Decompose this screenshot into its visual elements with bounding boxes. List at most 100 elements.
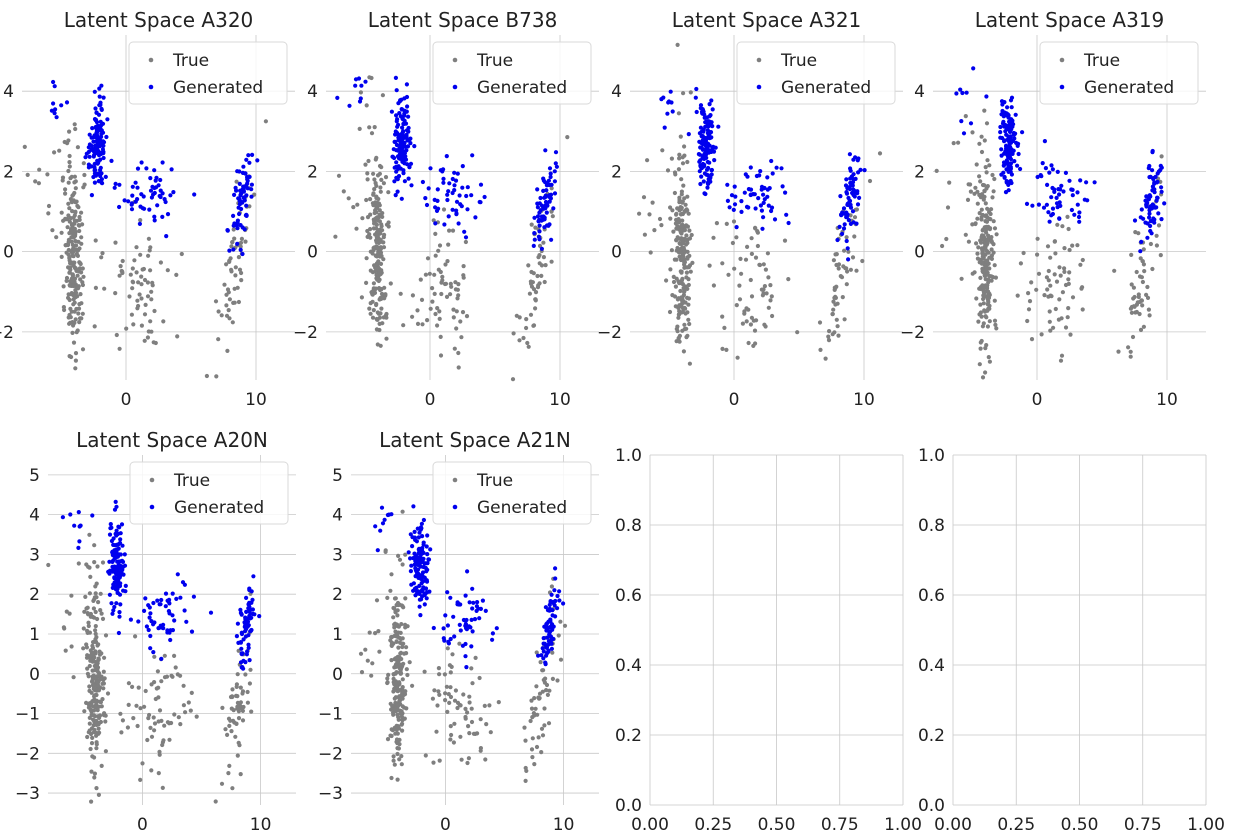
- legend-label: True: [172, 51, 209, 71]
- y-tick-label: 1.0: [918, 446, 945, 466]
- true-point: [1141, 262, 1146, 267]
- generated-point: [1009, 105, 1014, 110]
- true-point: [1027, 299, 1033, 304]
- generated-point: [1072, 212, 1077, 217]
- true-point: [93, 637, 98, 642]
- generated-point: [97, 86, 102, 91]
- true-point: [135, 298, 140, 303]
- true-point: [473, 655, 478, 661]
- true-point: [79, 235, 84, 240]
- generated-point: [1001, 119, 1006, 124]
- true-point: [88, 731, 94, 737]
- generated-point: [104, 134, 109, 140]
- true-point: [529, 747, 535, 752]
- generated-point: [482, 194, 487, 200]
- true-point: [1048, 283, 1053, 288]
- true-point: [437, 672, 442, 677]
- generated-point: [1150, 168, 1155, 173]
- generated-point: [98, 102, 103, 107]
- generated-point: [247, 586, 252, 591]
- generated-point: [174, 596, 179, 602]
- true-point: [720, 261, 725, 266]
- generated-point: [406, 550, 411, 555]
- generated-point: [1132, 218, 1138, 223]
- generated-point: [122, 198, 127, 203]
- true-point: [517, 338, 522, 343]
- y-tick-label: 0: [332, 665, 343, 685]
- true-point: [89, 769, 94, 774]
- true-point: [676, 225, 681, 230]
- generated-point: [404, 148, 409, 153]
- generated-point: [235, 220, 240, 225]
- generated-point: [238, 223, 243, 228]
- true-point: [542, 279, 547, 285]
- true-point: [381, 245, 387, 250]
- true-point: [92, 668, 97, 673]
- generated-point: [155, 598, 160, 603]
- true-point: [147, 712, 152, 718]
- generated-point: [732, 184, 737, 189]
- true-point: [940, 243, 945, 249]
- true-point: [136, 280, 141, 285]
- true-point: [830, 311, 835, 317]
- true-point: [966, 182, 971, 187]
- true-point: [537, 696, 542, 701]
- generated-point: [415, 526, 420, 531]
- generated-point: [532, 231, 537, 236]
- generated-point: [237, 211, 242, 217]
- true-point: [70, 193, 75, 198]
- true-point: [73, 186, 78, 191]
- true-point: [465, 710, 470, 715]
- true-point: [81, 161, 86, 166]
- generated-point: [472, 617, 478, 622]
- true-point: [81, 646, 86, 651]
- generated-point: [92, 161, 97, 166]
- true-point: [530, 755, 535, 760]
- legend-label: True: [476, 471, 513, 491]
- generated-point: [235, 226, 240, 231]
- generated-point: [734, 225, 739, 230]
- generated-point: [1049, 195, 1054, 200]
- generated-point: [405, 138, 410, 143]
- x-tick-label: 1.00: [884, 815, 922, 835]
- generated-point: [405, 104, 410, 109]
- true-point: [1067, 270, 1072, 275]
- generated-point: [1000, 108, 1005, 114]
- true-point: [983, 201, 988, 206]
- true-point: [70, 261, 75, 267]
- true-point: [448, 737, 453, 742]
- true-point: [62, 139, 67, 145]
- true-point: [219, 781, 225, 786]
- generated-point: [1020, 130, 1025, 135]
- generated-point: [1156, 211, 1161, 216]
- generated-point: [699, 174, 704, 179]
- generated-point: [465, 569, 470, 574]
- true-point: [1042, 293, 1047, 298]
- true-point: [226, 308, 231, 313]
- true-point: [1080, 307, 1085, 312]
- generated-point: [353, 83, 358, 88]
- generated-point: [250, 597, 255, 603]
- generated-point: [93, 106, 98, 111]
- y-tick-label: 2: [307, 162, 318, 182]
- generated-point: [246, 153, 251, 158]
- true-point: [443, 698, 448, 703]
- true-point: [370, 661, 375, 666]
- true-point: [145, 294, 151, 299]
- generated-point: [1138, 249, 1143, 254]
- true-point: [484, 722, 489, 727]
- true-point: [688, 90, 693, 95]
- true-point: [452, 721, 457, 726]
- true-point: [737, 297, 743, 302]
- generated-point: [400, 125, 405, 130]
- generated-point: [769, 205, 775, 210]
- true-point: [101, 713, 107, 718]
- true-point: [98, 608, 103, 613]
- y-tick-label: 2: [3, 162, 14, 182]
- true-point: [831, 299, 836, 304]
- y-tick-label: 0.0: [615, 796, 642, 816]
- generated-point: [535, 187, 540, 192]
- true-point: [464, 314, 470, 319]
- generated-point: [536, 653, 541, 658]
